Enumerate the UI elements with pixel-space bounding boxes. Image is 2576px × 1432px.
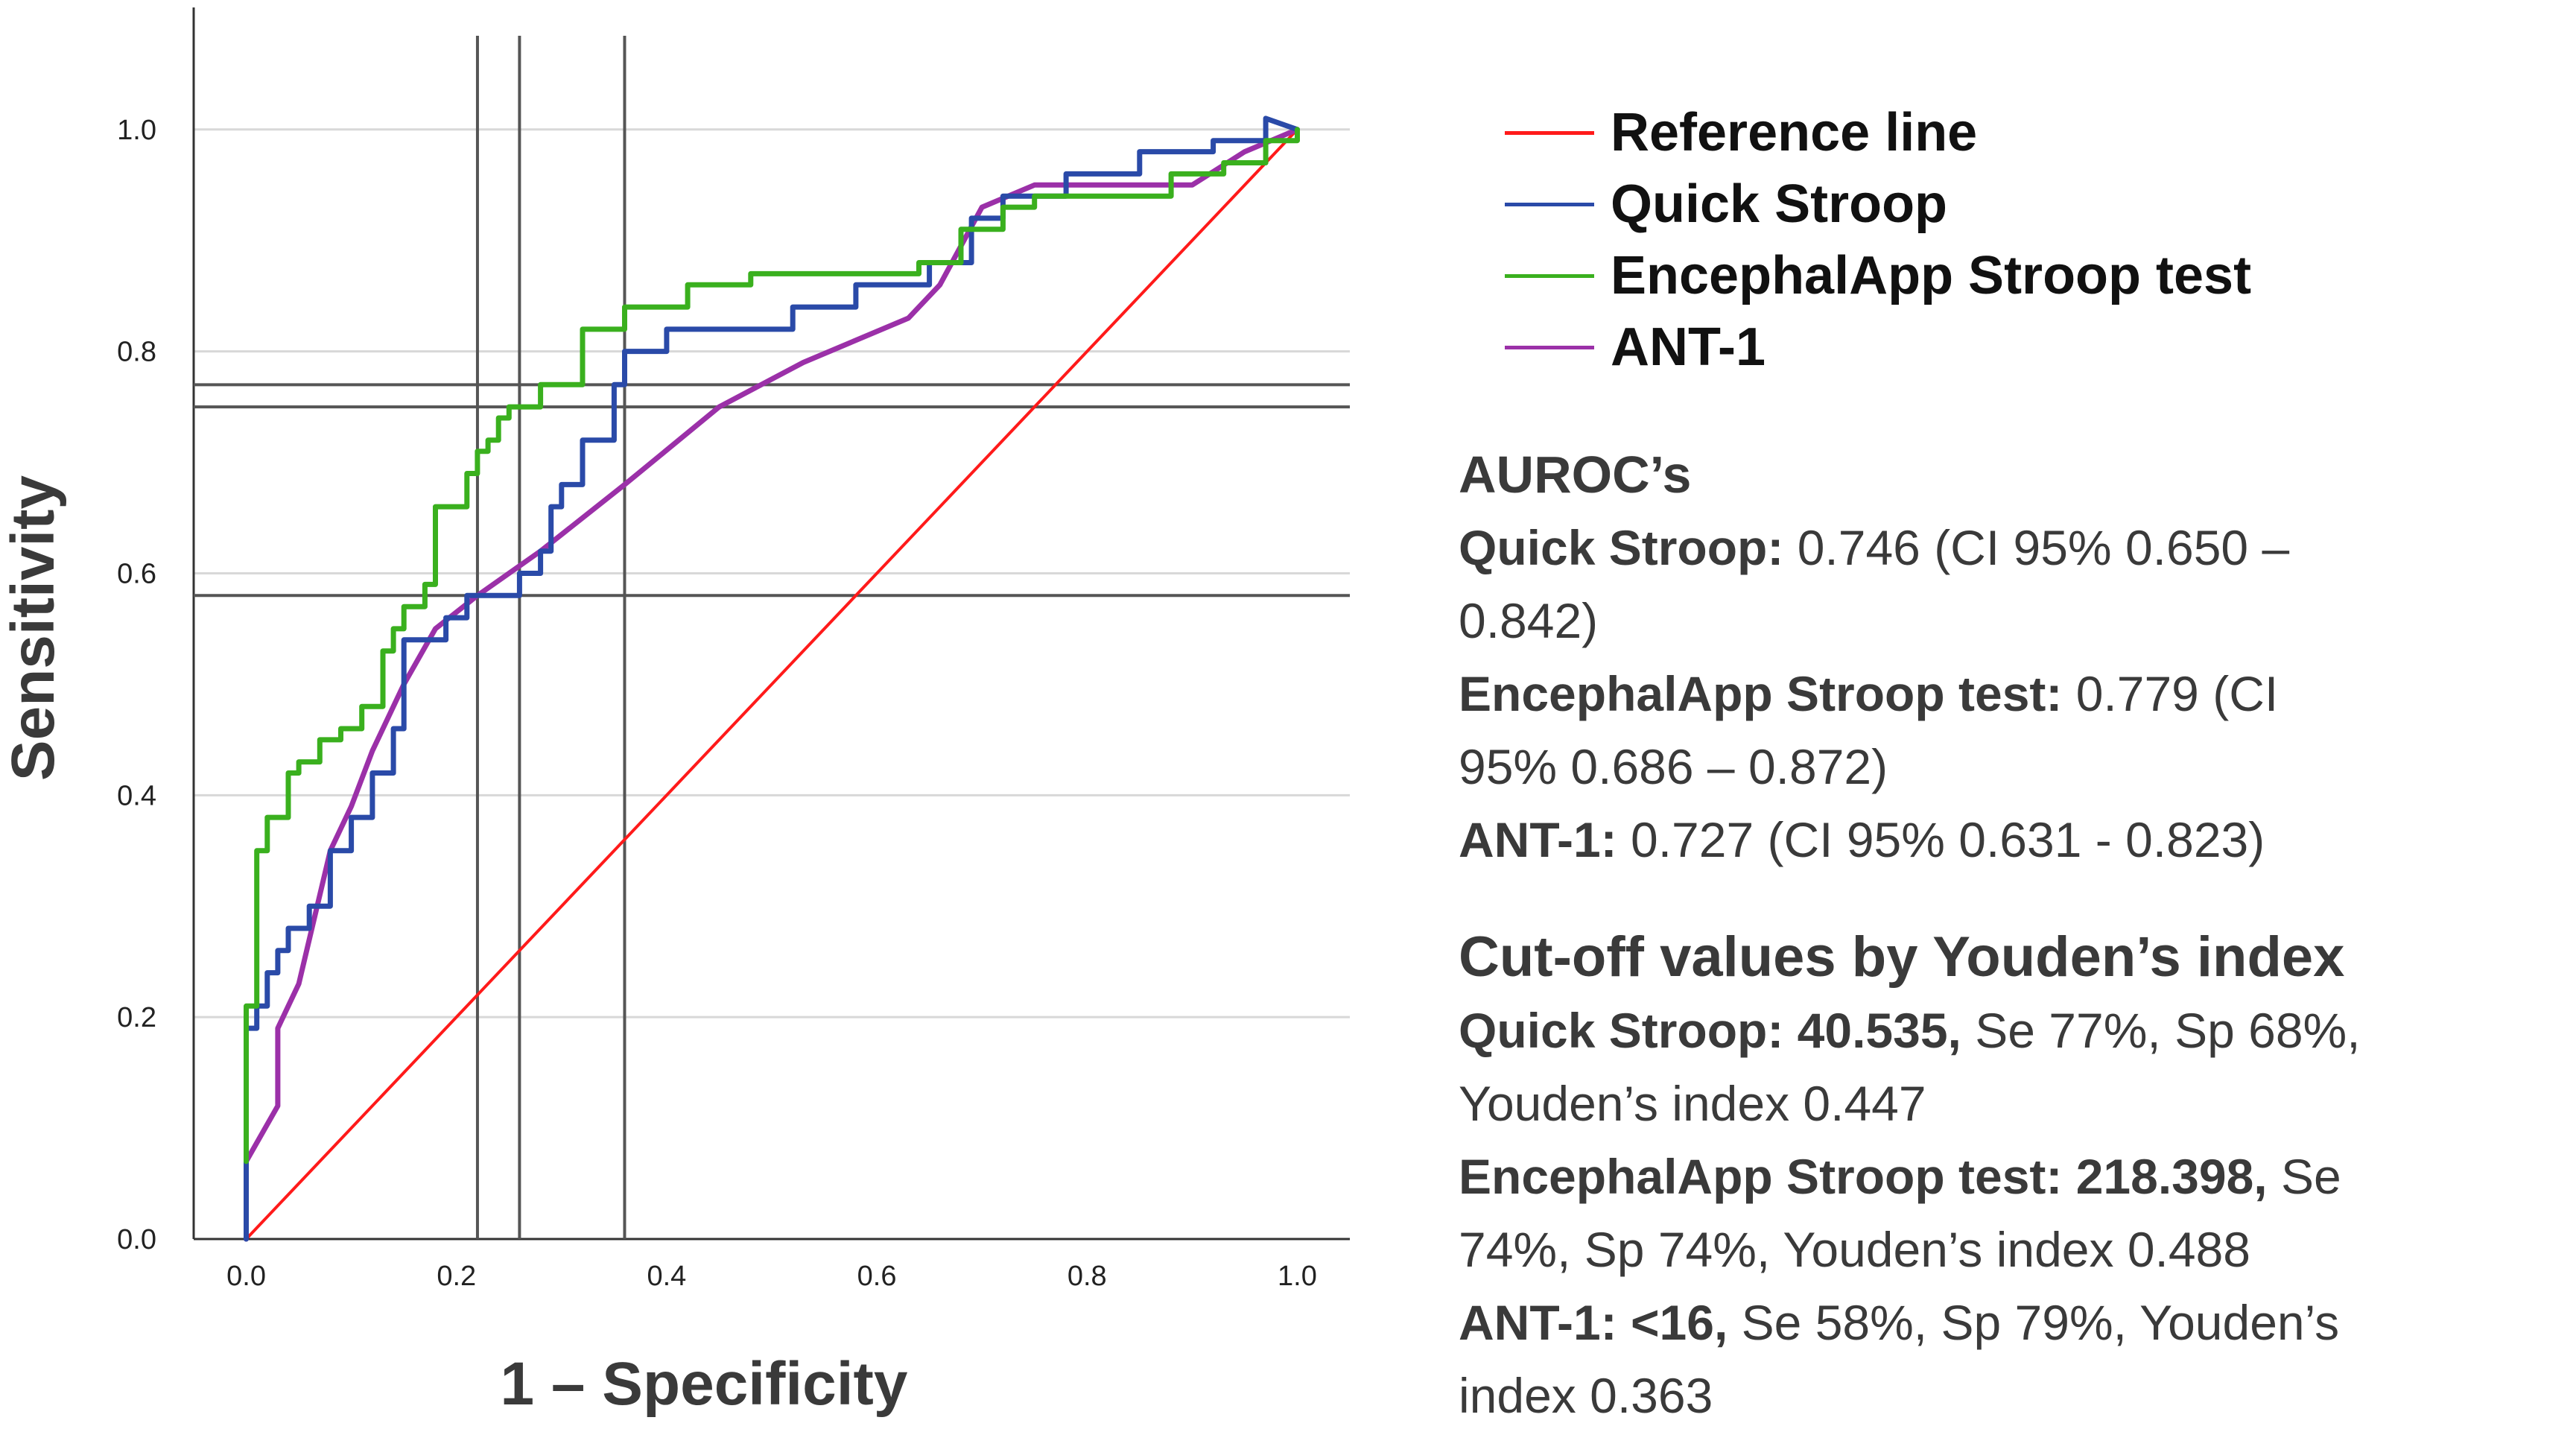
- cutoff-ant1: ANT-1: <16, Se 58%, Sp 79%, Youden’s: [1459, 1286, 2569, 1359]
- auroc-encephalapp-cont: 95% 0.686 – 0.872): [1459, 739, 1888, 794]
- reference-line: [244, 127, 1299, 1241]
- x-tick-label: 1.0: [1278, 1261, 1317, 1292]
- y-tick-label: 0.8: [117, 337, 156, 368]
- y-tick-label: 0.6: [117, 558, 156, 589]
- x-tick-label: 0.8: [1067, 1261, 1107, 1292]
- auroc-enceph-label: EncephalApp Stroop test:: [1459, 666, 2063, 721]
- cutoff-enceph-value: Se: [2267, 1149, 2341, 1204]
- y-axis-title: Sensitivity: [0, 475, 67, 782]
- y-tick-label: 0.4: [117, 780, 156, 811]
- x-tick-label: 0.4: [647, 1261, 686, 1292]
- legend-item-encephalapp: EncephalApp Stroop test: [1505, 240, 2251, 311]
- cutoff-ant-label: ANT-1: <16,: [1459, 1295, 1728, 1350]
- auroc-ant-label: ANT-1:: [1459, 812, 1617, 867]
- x-tick-label: 0.2: [437, 1261, 476, 1292]
- cutoff-enceph-label: EncephalApp Stroop test: 218.398,: [1459, 1149, 2268, 1204]
- cutoff-quick-stroop-cont: Youden’s index 0.447: [1459, 1076, 1926, 1131]
- auroc-enceph-value: 0.779 (CI: [2062, 666, 2279, 721]
- encephalapp-line: [244, 127, 1300, 1165]
- y-tick-label: 1.0: [117, 115, 156, 146]
- legend-swatch-ant1: [1505, 345, 1594, 349]
- legend-label-reference: Reference line: [1611, 103, 1978, 162]
- auroc-block: AUROC’s Quick Stroop: 0.746 (CI 95% 0.65…: [1459, 438, 2569, 876]
- grid-lines: [194, 128, 1350, 1018]
- legend-item-quick-stroop: Quick Stroop: [1505, 168, 2251, 240]
- legend-item-ant1: ANT-1: [1505, 311, 2251, 383]
- cutoff-heading: Cut-off values by Youden’s index: [1459, 925, 2345, 989]
- auroc-quick-stroop-cont: 0.842): [1459, 593, 1599, 648]
- auroc-quick-label: Quick Stroop:: [1459, 520, 1784, 575]
- cutoff-ant-value: Se 58%, Sp 79%, Youden’s: [1728, 1295, 2340, 1350]
- cutoff-ant1-cont: index 0.363: [1459, 1368, 1713, 1423]
- legend: Reference line Quick Stroop EncephalApp …: [1505, 97, 2251, 383]
- auroc-ant1: ANT-1: 0.727 (CI 95% 0.631 - 0.823): [1459, 803, 2569, 876]
- cutoff-quick-value: Se 77%, Sp 68%,: [1961, 1003, 2361, 1058]
- cutoff-lines: [194, 36, 1350, 1239]
- x-axis-title: 1 – Specificity: [501, 1350, 908, 1418]
- auroc-encephalapp: EncephalApp Stroop test: 0.779 (CI: [1459, 657, 2569, 730]
- auroc-ant-value: 0.727 (CI 95% 0.631 - 0.823): [1617, 812, 2265, 867]
- auroc-quick-value: 0.746 (CI 95% 0.650 –: [1783, 520, 2290, 575]
- auroc-quick-stroop: Quick Stroop: 0.746 (CI 95% 0.650 –: [1459, 511, 2569, 584]
- cutoff-encephalapp-cont: 74%, Sp 74%, Youden’s index 0.488: [1459, 1222, 2250, 1277]
- axes: [192, 7, 1350, 1241]
- legend-label-quick-stroop: Quick Stroop: [1611, 174, 1948, 234]
- y-tick-label: 0.0: [117, 1224, 156, 1255]
- cutoff-block: Cut-off values by Youden’s index Quick S…: [1459, 921, 2569, 1432]
- cutoff-quick-stroop: Quick Stroop: 40.535, Se 77%, Sp 68%,: [1459, 994, 2569, 1067]
- legend-swatch-encephalapp: [1505, 273, 1594, 278]
- roc-chart: 0.0 0.2 0.4 0.6 0.8 1.0 0.0 0.2 0.4 0.6 0.8 1.0 1 –…: [0, 7, 1350, 1418]
- cutoff-encephalapp: EncephalApp Stroop test: 218.398, Se: [1459, 1140, 2569, 1213]
- legend-label-encephalapp: EncephalApp Stroop test: [1611, 246, 2252, 305]
- legend-swatch-quick-stroop: [1505, 202, 1594, 206]
- x-tick-label: 0.6: [857, 1261, 897, 1292]
- tick-labels: 0.0 0.2 0.4 0.6 0.8 1.0 0.0 0.2 0.4 0.6 0.8 1.0: [117, 115, 1317, 1292]
- legend-item-reference: Reference line: [1505, 97, 2251, 168]
- y-tick-label: 0.2: [117, 1002, 156, 1033]
- auroc-heading: AUROC’s: [1459, 446, 1692, 504]
- legend-label-ant1: ANT-1: [1611, 317, 1766, 377]
- cutoff-quick-label: Quick Stroop: 40.535,: [1459, 1003, 1961, 1058]
- legend-swatch-reference: [1505, 130, 1594, 135]
- series-lines: [244, 115, 1300, 1242]
- x-tick-label: 0.0: [226, 1261, 266, 1292]
